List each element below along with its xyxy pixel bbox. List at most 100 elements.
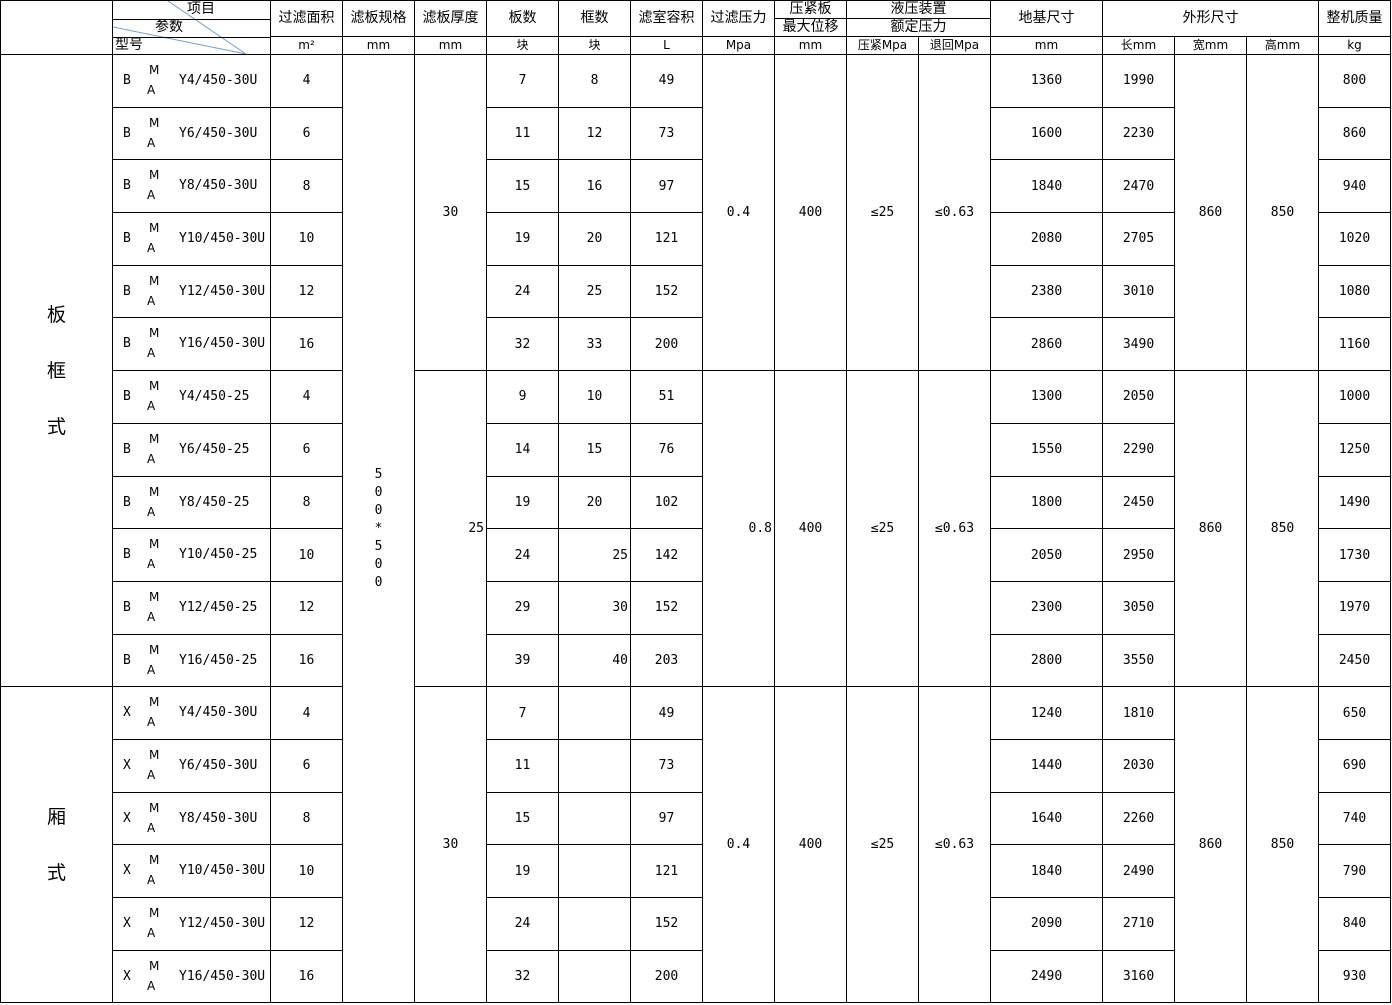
- model-mid-bottom: A: [147, 715, 156, 730]
- header-outline: 外形尺寸: [1102, 0, 1319, 37]
- spec-char: 5: [374, 466, 383, 482]
- model-mid-top: M: [149, 221, 160, 236]
- corner-divider: [113, 19, 270, 20]
- height-cell: 850: [1246, 686, 1319, 1004]
- model-name: Y4/450-25: [179, 389, 250, 405]
- header-disp-top: 压紧板: [774, 0, 847, 19]
- model-prefix: B: [123, 441, 131, 457]
- model-mid-top: M: [149, 589, 160, 604]
- table-row: B M A Y8/450-25 8 19 20 102 1800 2450 1490: [1, 475, 1391, 530]
- foundation-cell: 2300: [990, 580, 1103, 635]
- table-row: B M A Y6/450-25 6 14 15 76 1550 2290 1250: [1, 422, 1391, 477]
- volume-cell: 121: [630, 212, 703, 266]
- foundation-cell: 2080: [990, 212, 1103, 266]
- displacement-cell: 400: [774, 53, 847, 372]
- model-cell: X M A Y6/450-30U: [112, 738, 271, 793]
- category-char: 框: [46, 359, 66, 382]
- thickness-cell: 30: [414, 686, 487, 1004]
- table-row: X M A Y16/450-30U 16 32 200 2490 3160 930: [1, 949, 1391, 1004]
- foundation-cell: 1300: [990, 370, 1103, 424]
- corner-param-label: 参数: [155, 19, 183, 35]
- model-cell: B M A Y4/450-25: [112, 370, 271, 424]
- weight-cell: 1080: [1318, 264, 1391, 319]
- length-cell: 3010: [1102, 264, 1175, 319]
- weight-cell: 1000: [1318, 370, 1391, 424]
- model-prefix: B: [123, 599, 131, 615]
- header-frames: 框数: [558, 0, 631, 37]
- model-mid-top: M: [149, 379, 160, 394]
- category-char: 式: [46, 861, 66, 884]
- model-mid-bottom: A: [147, 609, 156, 624]
- table-body: 板框式 B M A Y4/450-30U 4 5 0 0 * 5 0 0 30 7 8 49 0.4 400 ≤25 ≤…: [0, 53, 1391, 1004]
- model-mid-top: M: [149, 906, 160, 920]
- model-cell: X M A Y8/450-30U: [112, 791, 271, 846]
- unit-press: 压紧Mpa: [846, 36, 919, 55]
- area-cell: 12: [270, 897, 343, 951]
- area-cell: 6: [270, 106, 343, 161]
- header-plates: 板数: [486, 0, 559, 37]
- area-cell: 6: [270, 738, 343, 793]
- model-cell: B M A Y4/450-30U: [112, 54, 271, 108]
- length-cell: 3550: [1102, 633, 1175, 688]
- model-name: Y8/450-25: [179, 494, 250, 510]
- weight-cell: 790: [1318, 844, 1391, 898]
- length-cell: 2260: [1102, 791, 1175, 846]
- weight-cell: 1970: [1318, 580, 1391, 635]
- category-char: 厢: [46, 805, 66, 828]
- header-blank-cell: [0, 0, 113, 55]
- model-name: Y16/450-25: [179, 652, 258, 668]
- model-name: Y10/450-30U: [179, 863, 266, 879]
- corner-item-label: 项目: [187, 1, 215, 18]
- spec-char: 0: [374, 502, 383, 518]
- thickness-cell: 30: [414, 53, 487, 372]
- model-prefix: B: [123, 73, 131, 88]
- displacement-cell: 400: [774, 686, 847, 1004]
- category-char: 板: [46, 303, 66, 326]
- frames-cell: 25: [558, 528, 631, 582]
- length-cell: 1990: [1102, 54, 1175, 108]
- volume-cell: 121: [630, 844, 703, 898]
- area-cell: 8: [270, 791, 343, 846]
- width-cell: 860: [1174, 686, 1247, 1004]
- table-row: X M A Y6/450-30U 6 11 73 1440 2030 690: [1, 738, 1391, 793]
- volume-cell: 102: [630, 475, 703, 530]
- model-prefix: X: [123, 757, 131, 773]
- volume-cell: 152: [630, 264, 703, 319]
- model-name: Y10/450-25: [179, 547, 258, 563]
- model-prefix: X: [123, 705, 131, 721]
- area-cell: 10: [270, 212, 343, 266]
- spec-char: 0: [374, 556, 383, 572]
- unit-pressure: Mpa: [702, 36, 775, 55]
- foundation-cell: 2800: [990, 633, 1103, 688]
- area-cell: 4: [270, 54, 343, 108]
- plates-cell: 24: [486, 528, 559, 582]
- frames-cell: 40: [558, 633, 631, 688]
- volume-cell: 203: [630, 633, 703, 688]
- frames-cell: [558, 897, 631, 951]
- frames-cell: 12: [558, 106, 631, 161]
- length-cell: 1810: [1102, 686, 1175, 740]
- return-pressure-cell: ≤0.63: [918, 370, 991, 688]
- length-cell: 2490: [1102, 844, 1175, 898]
- model-mid-bottom: A: [147, 293, 156, 308]
- volume-cell: 142: [630, 528, 703, 582]
- weight-cell: 1730: [1318, 528, 1391, 582]
- frames-cell: 10: [558, 370, 631, 424]
- foundation-cell: 1640: [990, 791, 1103, 846]
- header-spec: 滤板规格: [342, 0, 415, 37]
- model-name: Y6/450-30U: [179, 757, 258, 773]
- volume-cell: 200: [630, 949, 703, 1004]
- thickness-cell: 25: [414, 370, 487, 688]
- diagonal-lines: [113, 1, 247, 54]
- frames-cell: 25: [558, 264, 631, 319]
- model-cell: B M A Y6/450-30U: [112, 106, 271, 161]
- volume-cell: 49: [630, 686, 703, 740]
- spec-char: 0: [374, 484, 383, 500]
- foundation-cell: 1600: [990, 106, 1103, 161]
- length-cell: 3490: [1102, 317, 1175, 372]
- frames-cell: 8: [558, 54, 631, 108]
- model-mid-top: M: [149, 431, 160, 446]
- weight-cell: 650: [1318, 686, 1391, 740]
- frames-cell: [558, 949, 631, 1004]
